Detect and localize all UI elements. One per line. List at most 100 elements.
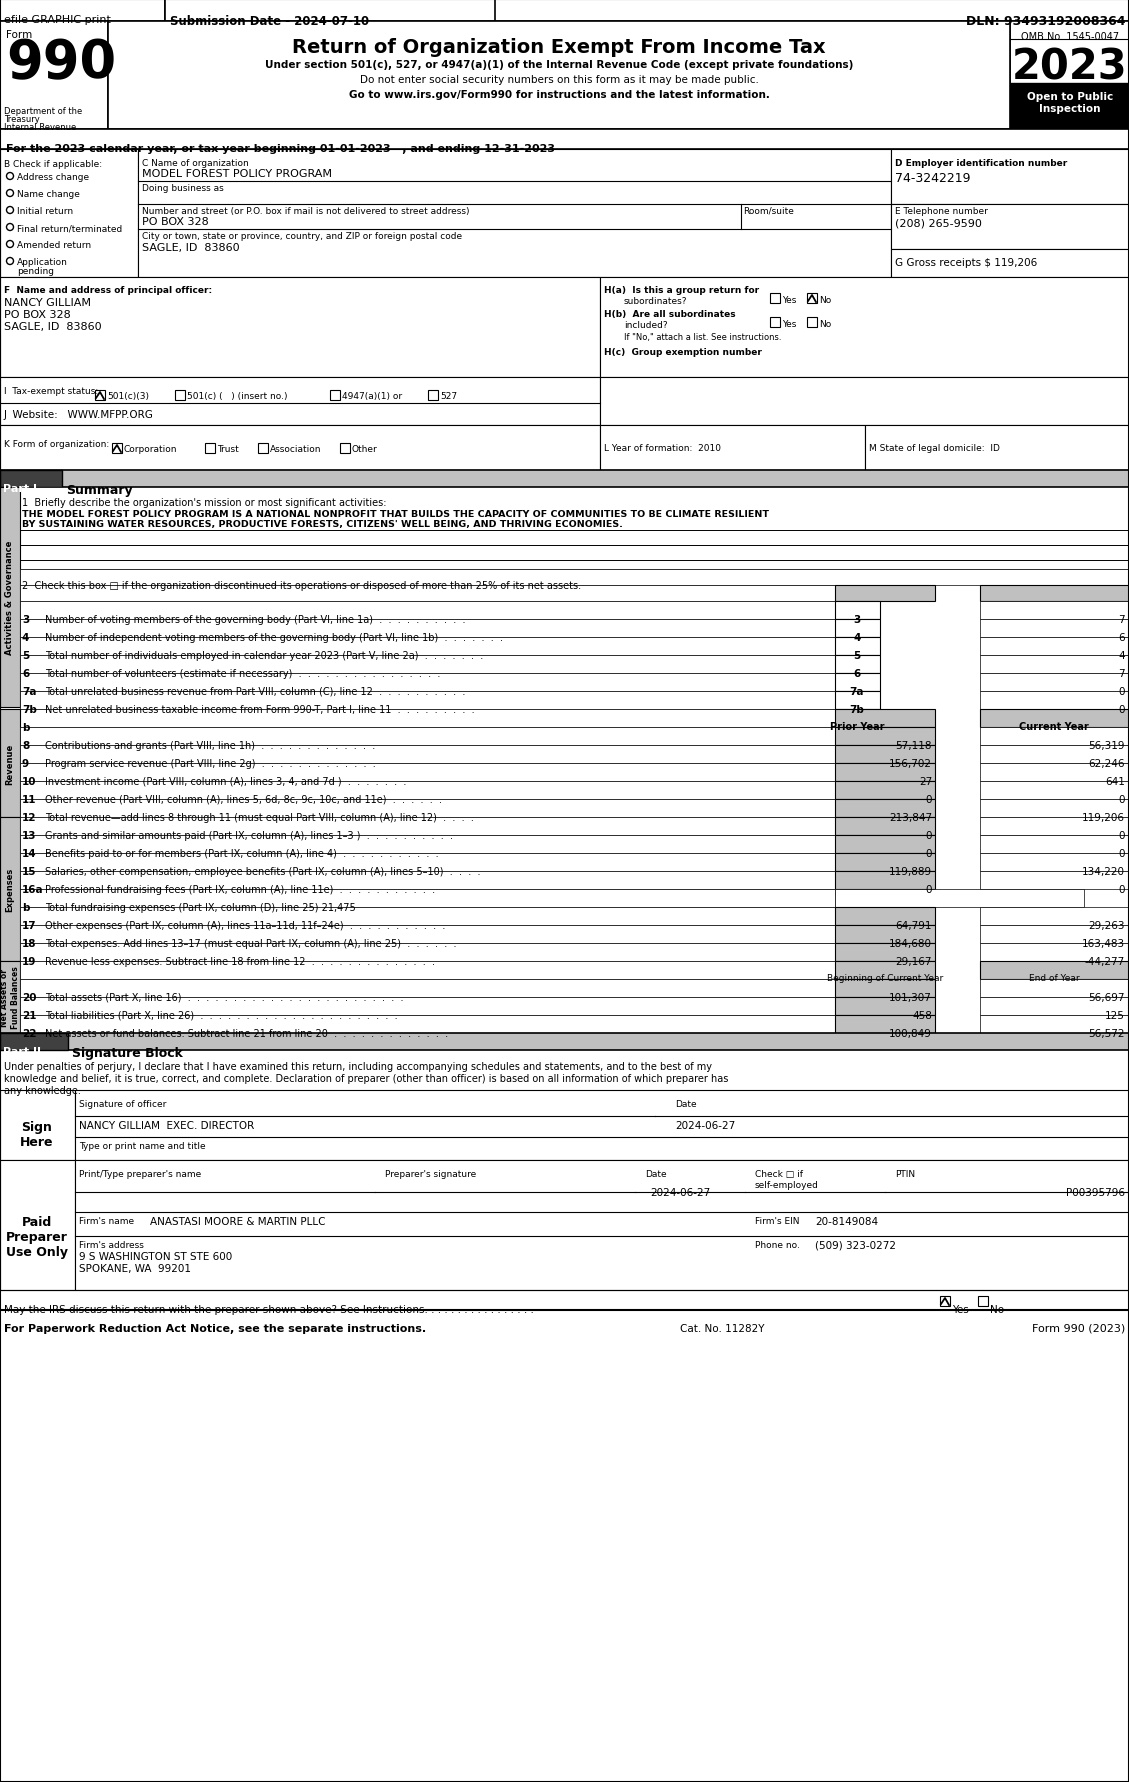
Bar xyxy=(891,249,1129,278)
Text: 1  Briefly describe the organization's mission or most significant activities:: 1 Briefly describe the organization's mi… xyxy=(21,497,386,508)
Bar xyxy=(20,889,835,907)
Bar xyxy=(20,602,835,620)
Bar xyxy=(330,390,340,401)
Bar xyxy=(835,709,935,727)
Text: Total expenses. Add lines 13–17 (must equal Part IX, column (A), line 25)  .  . : Total expenses. Add lines 13–17 (must eq… xyxy=(45,939,456,948)
Bar xyxy=(980,871,1129,889)
Text: THE MODEL FOREST POLICY PROGRAM IS A NATIONAL NONPROFIT THAT BUILDS THE CAPACITY: THE MODEL FOREST POLICY PROGRAM IS A NAT… xyxy=(21,510,769,519)
Bar xyxy=(980,818,1129,836)
Bar xyxy=(980,836,1129,854)
Bar xyxy=(20,854,835,871)
Text: Benefits paid to or for members (Part IX, column (A), line 4)  .  .  .  .  .  . : Benefits paid to or for members (Part IX… xyxy=(45,848,439,859)
Text: Under section 501(c), 527, or 4947(a)(1) of the Internal Revenue Code (except pr: Under section 501(c), 527, or 4947(a)(1)… xyxy=(265,61,854,69)
Text: OMB No. 1545-0047: OMB No. 1545-0047 xyxy=(1021,32,1119,43)
Bar xyxy=(835,854,935,871)
Text: Total number of individuals employed in calendar year 2023 (Part V, line 2a)  . : Total number of individuals employed in … xyxy=(45,650,483,661)
Bar xyxy=(0,0,1129,21)
Text: For the 2023 calendar year, or tax year beginning 01-01-2023   , and ending 12-3: For the 2023 calendar year, or tax year … xyxy=(6,144,555,153)
Text: 4: 4 xyxy=(21,633,29,643)
Text: (208) 265-9590: (208) 265-9590 xyxy=(895,217,982,228)
Text: Total assets (Part X, line 16)  .  .  .  .  .  .  .  .  .  .  .  .  .  .  .  .  : Total assets (Part X, line 16) . . . . .… xyxy=(45,993,403,1003)
Text: H(a)  Is this a group return for: H(a) Is this a group return for xyxy=(604,285,759,294)
Text: Paid
Preparer
Use Only: Paid Preparer Use Only xyxy=(6,1215,68,1258)
Text: Investment income (Part VIII, column (A), lines 3, 4, and 7d )  .  .  .  .  .  .: Investment income (Part VIII, column (A)… xyxy=(45,777,406,786)
Text: 0: 0 xyxy=(1119,884,1124,895)
Bar xyxy=(20,871,835,889)
Bar xyxy=(340,444,350,454)
Bar xyxy=(980,998,1129,1016)
Bar xyxy=(20,763,835,782)
Text: Date: Date xyxy=(675,1099,697,1108)
Bar xyxy=(835,727,935,745)
Bar xyxy=(20,925,835,943)
Text: 0: 0 xyxy=(926,830,933,841)
Text: Signature Block: Signature Block xyxy=(72,1046,183,1060)
Bar xyxy=(20,980,835,998)
Text: subordinates?: subordinates? xyxy=(624,298,688,307)
Bar xyxy=(835,745,935,763)
Text: K Form of organization:: K Form of organization: xyxy=(5,440,110,449)
Text: (509) 323-0272: (509) 323-0272 xyxy=(815,1240,896,1251)
Text: Amended return: Amended return xyxy=(17,241,91,249)
Text: Form 990 (2023): Form 990 (2023) xyxy=(1032,1324,1124,1333)
Text: B Check if applicable:: B Check if applicable: xyxy=(5,160,102,169)
Text: Type or print name and title: Type or print name and title xyxy=(79,1140,205,1151)
Text: Current Year: Current Year xyxy=(1019,722,1088,732)
Bar xyxy=(980,638,1129,656)
Text: Total unrelated business revenue from Part VIII, column (C), line 12  .  .  .  .: Total unrelated business revenue from Pa… xyxy=(45,686,465,697)
Bar xyxy=(599,378,1129,426)
Bar xyxy=(1010,84,1129,130)
Text: L Year of formation:  2010: L Year of formation: 2010 xyxy=(604,444,721,453)
Text: 29,167: 29,167 xyxy=(895,957,933,966)
Text: ANASTASI MOORE & MARTIN PLLC: ANASTASI MOORE & MARTIN PLLC xyxy=(150,1217,325,1226)
Text: BY SUSTAINING WATER RESOURCES, PRODUCTIVE FORESTS, CITIZENS' WELL BEING, AND THR: BY SUSTAINING WATER RESOURCES, PRODUCTIV… xyxy=(21,520,623,529)
Bar xyxy=(0,488,20,707)
Bar xyxy=(835,980,935,998)
Bar xyxy=(835,907,935,925)
Bar xyxy=(980,709,1129,727)
Text: Activities & Governance: Activities & Governance xyxy=(6,540,15,654)
Text: 2  Check this box □ if the organization discontinued its operations or disposed : 2 Check this box □ if the organization d… xyxy=(21,581,581,590)
Bar xyxy=(599,426,865,470)
Text: No: No xyxy=(990,1304,1004,1315)
Bar xyxy=(75,1160,1129,1290)
Bar xyxy=(835,1016,935,1034)
Text: Prior Year: Prior Year xyxy=(830,722,884,732)
Text: Yes: Yes xyxy=(952,1304,969,1315)
Text: Revenue: Revenue xyxy=(6,743,15,784)
Text: MODEL FOREST POLICY PROGRAM: MODEL FOREST POLICY PROGRAM xyxy=(142,169,332,178)
Text: 7: 7 xyxy=(1119,615,1124,625)
Text: 18: 18 xyxy=(21,939,36,948)
Text: -44,277: -44,277 xyxy=(1085,957,1124,966)
Text: self-employed: self-employed xyxy=(755,1180,819,1189)
Text: 0: 0 xyxy=(926,884,933,895)
Text: Internal Revenue: Internal Revenue xyxy=(5,123,77,132)
Text: 16a: 16a xyxy=(21,884,44,895)
Text: For Paperwork Reduction Act Notice, see the separate instructions.: For Paperwork Reduction Act Notice, see … xyxy=(5,1324,426,1333)
Text: any knowledge.: any knowledge. xyxy=(5,1085,81,1096)
Bar xyxy=(428,390,438,401)
Text: 64,791: 64,791 xyxy=(895,921,933,930)
Text: Yes: Yes xyxy=(782,319,796,330)
Text: City or town, state or province, country, and ZIP or foreign postal code: City or town, state or province, country… xyxy=(142,232,462,241)
Text: 134,220: 134,220 xyxy=(1082,866,1124,877)
Text: Application: Application xyxy=(17,258,68,267)
Text: H(b)  Are all subordinates: H(b) Are all subordinates xyxy=(604,310,736,319)
Text: 125: 125 xyxy=(1105,1010,1124,1021)
Bar xyxy=(891,205,1129,249)
Text: Return of Organization Exempt From Income Tax: Return of Organization Exempt From Incom… xyxy=(292,37,825,57)
Bar xyxy=(0,426,599,470)
Text: 213,847: 213,847 xyxy=(889,813,933,823)
Bar xyxy=(20,656,835,674)
Text: 0: 0 xyxy=(926,795,933,804)
Text: 8: 8 xyxy=(21,741,29,750)
Text: NANCY GILLIAM: NANCY GILLIAM xyxy=(5,298,91,308)
Text: Professional fundraising fees (Part IX, column (A), line 11e)  .  .  .  .  .  . : Professional fundraising fees (Part IX, … xyxy=(45,884,435,895)
Bar xyxy=(20,836,835,854)
Bar xyxy=(835,818,935,836)
Text: 56,697: 56,697 xyxy=(1088,993,1124,1003)
Text: 2024-06-27: 2024-06-27 xyxy=(675,1121,735,1130)
Text: Number and street (or P.O. box if mail is not delivered to street address): Number and street (or P.O. box if mail i… xyxy=(142,207,470,216)
Text: Other revenue (Part VIII, column (A), lines 5, 6d, 8c, 9c, 10c, and 11e)  .  .  : Other revenue (Part VIII, column (A), li… xyxy=(45,795,441,804)
Text: 56,572: 56,572 xyxy=(1088,1028,1124,1039)
